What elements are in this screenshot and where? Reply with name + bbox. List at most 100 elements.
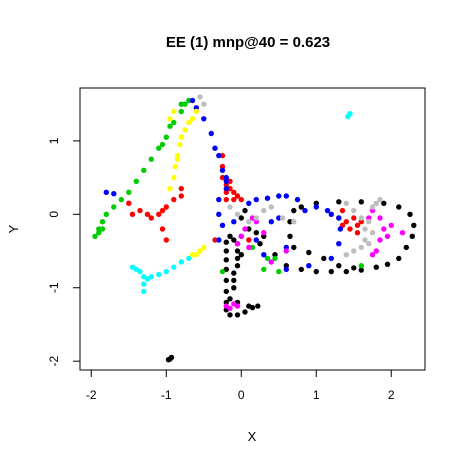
data-point — [144, 211, 151, 217]
data-point — [118, 196, 125, 203]
data-point — [369, 204, 376, 210]
data-point — [306, 249, 312, 256]
data-point — [411, 222, 417, 228]
data-point — [168, 354, 175, 361]
data-point — [216, 152, 222, 159]
data-point — [178, 101, 184, 107]
data-point — [369, 252, 376, 258]
data-point — [362, 226, 368, 232]
data-point — [313, 200, 319, 206]
data-point — [178, 193, 184, 199]
data-point — [156, 271, 162, 278]
data-point — [276, 268, 282, 275]
data-point — [373, 248, 379, 254]
data-point — [178, 108, 184, 115]
data-point — [182, 101, 188, 107]
data-points — [92, 94, 417, 363]
data-point — [381, 226, 387, 232]
data-point — [343, 268, 349, 275]
data-point — [178, 134, 184, 140]
data-point — [336, 241, 342, 247]
x-axis-label: X — [248, 429, 257, 444]
data-point — [313, 204, 319, 210]
data-point — [321, 255, 327, 262]
data-point — [92, 233, 98, 239]
data-point — [171, 264, 177, 270]
data-point — [358, 267, 364, 273]
data-point — [163, 237, 169, 243]
y-tick-label: 0 — [47, 211, 61, 218]
data-point — [141, 281, 147, 287]
data-point — [208, 130, 214, 137]
data-point — [328, 255, 334, 262]
data-point — [313, 268, 319, 275]
data-point — [129, 211, 136, 217]
data-point — [234, 211, 241, 217]
data-point — [358, 244, 364, 251]
y-axis: -2 -1 0 1 — [47, 137, 81, 367]
data-point — [234, 248, 241, 254]
data-point — [223, 277, 229, 284]
data-point — [174, 156, 181, 162]
x-tick-label: 0 — [238, 388, 245, 402]
data-point — [276, 215, 282, 221]
data-point — [377, 237, 383, 243]
x-tick-label: 2 — [388, 388, 395, 402]
data-point — [287, 233, 293, 239]
data-point — [186, 255, 192, 262]
data-point — [159, 207, 166, 214]
data-point — [99, 219, 106, 225]
data-point — [156, 211, 162, 217]
data-point — [159, 141, 166, 148]
data-point — [407, 211, 413, 217]
data-point — [261, 230, 267, 236]
data-point — [343, 219, 349, 225]
series-group — [129, 111, 353, 295]
data-point — [99, 226, 106, 232]
data-point — [219, 268, 226, 275]
x-axis: -2 -1 0 1 2 — [86, 369, 395, 402]
y-tick-label: -1 — [47, 282, 61, 293]
data-point — [268, 259, 274, 265]
data-point — [171, 119, 177, 126]
data-point — [399, 230, 406, 236]
data-point — [328, 268, 334, 275]
x-tick-label: 1 — [313, 388, 320, 402]
data-point — [212, 237, 218, 243]
data-point — [223, 257, 229, 263]
data-point — [163, 268, 169, 275]
data-point — [182, 127, 188, 133]
data-point — [294, 196, 301, 203]
data-point — [238, 215, 244, 221]
data-point — [111, 204, 117, 210]
data-point — [377, 215, 383, 221]
data-point — [283, 193, 289, 199]
data-point — [298, 204, 304, 210]
x-tick-label: -1 — [161, 388, 172, 402]
series-group — [197, 94, 383, 258]
data-point — [159, 226, 166, 232]
data-point — [264, 195, 271, 201]
data-point — [197, 94, 203, 100]
data-point — [242, 226, 248, 232]
data-point — [177, 141, 183, 148]
data-point — [234, 255, 241, 262]
data-point — [126, 189, 132, 195]
data-point — [212, 145, 218, 151]
data-point — [234, 263, 241, 269]
data-point — [234, 193, 241, 199]
data-point — [189, 97, 196, 104]
data-point — [358, 215, 364, 221]
series-group — [103, 97, 343, 273]
data-point — [246, 226, 252, 232]
data-point — [351, 248, 357, 254]
data-point — [246, 237, 252, 243]
data-point — [163, 204, 169, 210]
data-point — [246, 200, 252, 206]
data-point — [227, 185, 233, 192]
data-point — [249, 215, 256, 221]
data-point — [141, 167, 147, 173]
data-point — [231, 277, 237, 284]
data-point — [366, 241, 372, 247]
data-point — [148, 156, 154, 162]
